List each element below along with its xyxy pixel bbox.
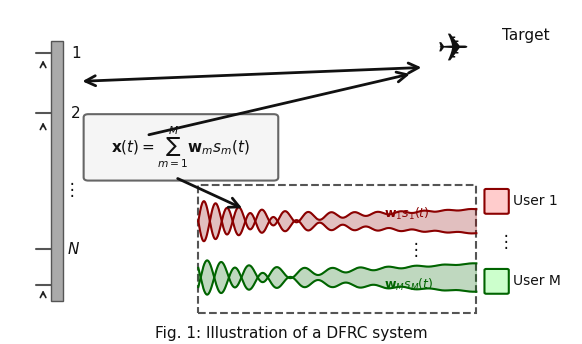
Text: User M: User M bbox=[513, 275, 560, 288]
Text: 2: 2 bbox=[71, 106, 80, 121]
Text: $\vdots$: $\vdots$ bbox=[407, 240, 418, 259]
FancyBboxPatch shape bbox=[51, 41, 63, 301]
Text: Target: Target bbox=[502, 28, 550, 43]
Text: $\mathbf{x}(t) = \sum_{m=1}^{M} \mathbf{w}_m s_m(t)$: $\mathbf{x}(t) = \sum_{m=1}^{M} \mathbf{… bbox=[111, 125, 250, 170]
Polygon shape bbox=[198, 201, 476, 241]
FancyBboxPatch shape bbox=[84, 114, 278, 181]
Text: $\mathbf{w}_M s_M(t)$: $\mathbf{w}_M s_M(t)$ bbox=[384, 277, 433, 293]
Text: $\vdots$: $\vdots$ bbox=[497, 232, 508, 251]
FancyBboxPatch shape bbox=[484, 189, 509, 214]
FancyBboxPatch shape bbox=[484, 269, 509, 294]
Text: 1: 1 bbox=[71, 46, 80, 61]
Text: $\vdots$: $\vdots$ bbox=[63, 180, 74, 199]
Text: $\mathbf{w}_1 s_1(t)$: $\mathbf{w}_1 s_1(t)$ bbox=[384, 205, 430, 222]
Text: Fig. 1: Illustration of a DFRC system: Fig. 1: Illustration of a DFRC system bbox=[155, 326, 427, 341]
Text: User 1: User 1 bbox=[513, 194, 558, 208]
Text: ✈: ✈ bbox=[437, 30, 470, 68]
Polygon shape bbox=[198, 260, 476, 294]
FancyBboxPatch shape bbox=[198, 185, 476, 313]
Text: $N$: $N$ bbox=[67, 241, 80, 257]
